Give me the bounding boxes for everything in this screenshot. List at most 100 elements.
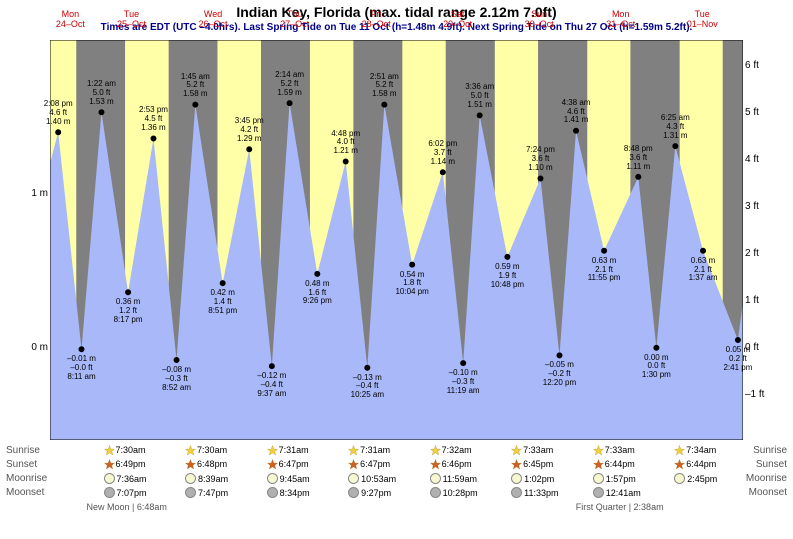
sunset-star-icon [267,459,277,469]
moonset-row-cell: 10:28pm [430,487,478,498]
tide-annotation: 1:45 am5.2 ft1.58 m [181,73,210,99]
moonset-row-cell: 9:27pm [348,487,391,498]
sunrise-star-icon [674,445,684,455]
sunset-row-cell: 6:44pm [674,459,716,469]
tide-annotation: 0.48 m1.6 ft9:26 pm [303,280,332,306]
tide-annotation: 3:36 am5.0 ft1.51 m [465,83,494,109]
day-label: Tue01–Nov [677,10,727,30]
sunrise-row-cell: 7:30am [104,445,146,455]
label-moonrise-right: Moonrise [746,473,787,484]
moonset-icon [511,487,522,498]
tide-annotation: 1:22 am5.0 ft1.53 m [87,80,116,106]
tide-annotation: 0.59 m1.9 ft10:48 pm [491,263,524,289]
moonrise-icon [593,473,604,484]
tide-annotation: 6:25 am4.3 ft1.31 m [661,114,690,140]
sunrise-star-icon [348,445,358,455]
label-moonset-right: Moonset [749,487,787,498]
day-label: Fri28–Oct [351,10,401,30]
tide-annotation: 0.42 m1.4 ft8:51 pm [208,289,237,315]
y-tick-right: 4 ft [745,154,773,165]
y-axis-right: –1 ft0 ft1 ft2 ft3 ft4 ft5 ft6 ft [745,40,773,440]
moonrise-row-cell: 1:02pm [511,473,554,484]
sunset-row-cell: 6:45pm [511,459,553,469]
sunset-row-cell: 6:46pm [430,459,472,469]
moonset-icon [104,487,115,498]
moonrise-icon [430,473,441,484]
moonset-icon [267,487,278,498]
tide-annotation: 8:48 pm3.6 ft1.11 m [624,145,653,171]
tide-annotation: 4:38 am4.6 ft1.41 m [562,99,591,125]
moonrise-icon [185,473,196,484]
moonrise-icon [267,473,278,484]
sunrise-star-icon [511,445,521,455]
sunset-star-icon [511,459,521,469]
y-tick-right: –1 ft [745,389,773,400]
tide-annotation: –0.10 m–0.3 ft11:19 am [447,369,480,395]
sunset-row: 6:49pm6:48pm6:47pm6:47pm6:46pm6:45pm6:44… [50,459,743,473]
sunset-row-cell: 6:48pm [185,459,227,469]
day-label: Mon31–Oct [596,10,646,30]
day-label: Tue25–Oct [107,10,157,30]
moonset-row: 7:07pm7:47pm8:34pm9:27pm10:28pm11:33pm12… [50,487,743,501]
sunset-star-icon [593,459,603,469]
tide-annotation: –0.08 m–0.3 ft8:52 am [162,366,191,392]
day-label: Wed26–Oct [188,10,238,30]
day-label: Sat29–Oct [433,10,483,30]
tide-annotation: –0.01 m–0.0 ft8:11 am [67,355,96,381]
moonrise-row-cell: 2:45pm [674,473,717,484]
tide-annotation: 7:24 pm3.6 ft1.10 m [526,146,555,172]
y-tick-right: 2 ft [745,248,773,259]
y-tick-left: 1 m [20,188,48,199]
label-sunset-right: Sunset [756,459,787,470]
moonrise-row-cell: 1:57pm [593,473,636,484]
sunrise-row-cell: 7:33am [593,445,635,455]
moonset-icon [593,487,604,498]
sunrise-star-icon [430,445,440,455]
tide-svg [50,40,743,440]
moonset-row-cell: 12:41am [593,487,641,498]
sunrise-star-icon [185,445,195,455]
moonset-row-cell: 7:47pm [185,487,228,498]
sunrise-row-cell: 7:34am [674,445,716,455]
sunrise-row-cell: 7:31am [348,445,390,455]
tide-chart: Indian Key, Florida (max. tidal range 2.… [0,0,793,539]
tide-annotation: 0.63 m2.1 ft11:55 pm [588,257,621,283]
label-moonset-left: Moonset [6,487,44,498]
y-tick-right: 5 ft [745,107,773,118]
sunrise-star-icon [593,445,603,455]
tide-annotation: 4:48 pm4.0 ft1.21 m [331,130,360,156]
moon-phase-label: New Moon | 6:48am [87,502,167,512]
moonrise-icon [674,473,685,484]
moonrise-row-cell: 10:53am [348,473,396,484]
moonset-icon [348,487,359,498]
sunset-star-icon [674,459,684,469]
label-sunset-left: Sunset [6,459,37,470]
moonrise-icon [104,473,115,484]
moonrise-row: 7:36am8:39am9:45am10:53am11:59am1:02pm1:… [50,473,743,487]
y-tick-left: 0 m [20,342,48,353]
day-label: Thu27–Oct [270,10,320,30]
label-sunrise-right: Sunrise [753,445,787,456]
moonset-icon [185,487,196,498]
sunset-star-icon [348,459,358,469]
label-sunrise-left: Sunrise [6,445,40,456]
tide-annotation: 2:53 pm4.5 ft1.36 m [139,106,168,132]
sunset-row-cell: 6:47pm [267,459,309,469]
moonrise-row-cell: 7:36am [104,473,147,484]
moonset-row-cell: 8:34pm [267,487,310,498]
tide-annotation: 0.05 m0.2 ft2:41 pm [723,346,752,372]
moonrise-row-cell: 8:39am [185,473,228,484]
sunrise-row: 7:30am7:30am7:31am7:31am7:32am7:33am7:33… [50,445,743,459]
sunrise-row-cell: 7:33am [511,445,553,455]
moonset-row-cell: 11:33pm [511,487,558,498]
sunset-star-icon [185,459,195,469]
moonrise-icon [348,473,359,484]
plot-area [50,40,743,440]
tide-annotation: 3:45 pm4.2 ft1.29 m [235,117,264,143]
sunrise-star-icon [104,445,114,455]
moonrise-icon [511,473,522,484]
y-tick-right: 3 ft [745,201,773,212]
tide-annotation: 0.00 m0.0 ft1:30 pm [642,354,671,380]
sunrise-row-cell: 7:32am [430,445,472,455]
sunrise-row-cell: 7:30am [185,445,227,455]
